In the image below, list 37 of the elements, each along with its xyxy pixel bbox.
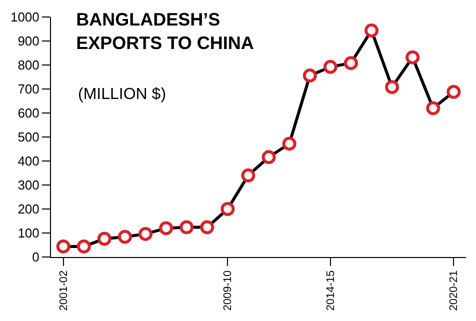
y-tick-label: 0 — [32, 250, 40, 265]
point — [97, 232, 112, 246]
x-tick-label: 2009-10 — [222, 270, 234, 311]
y-tick-label: 400 — [18, 154, 40, 169]
y-tick-label: 1000 — [10, 10, 40, 25]
point — [241, 168, 256, 182]
y-tick-label: 900 — [18, 34, 40, 49]
point — [406, 50, 420, 64]
point — [200, 220, 214, 234]
point — [282, 136, 296, 151]
y-tick-label: 700 — [18, 82, 40, 97]
chart-title: BANGLADESH’S EXPORTS TO CHINA — [76, 10, 254, 54]
point — [118, 230, 132, 244]
y-tick-label: 800 — [18, 58, 40, 73]
point — [364, 23, 378, 38]
x-tick-label: 2001-02 — [58, 270, 70, 311]
point — [302, 68, 317, 83]
y-tick-label: 500 — [18, 130, 40, 145]
y-tick-label: 200 — [18, 202, 40, 217]
point — [220, 202, 235, 216]
point — [323, 60, 338, 74]
point — [385, 80, 400, 94]
point — [426, 101, 440, 116]
point — [56, 239, 70, 254]
point — [76, 239, 91, 254]
point — [180, 220, 194, 234]
point — [344, 56, 358, 70]
point — [446, 84, 461, 99]
y-tick-label: 300 — [18, 178, 40, 193]
point — [138, 226, 152, 241]
x-tick-label: 2014-15 — [324, 270, 337, 311]
y-tick-label: 600 — [18, 106, 40, 121]
y-tick-label: 100 — [18, 226, 40, 241]
text: (MILLION $) — [78, 86, 166, 103]
point — [262, 150, 276, 164]
x-tick-label: 2020-21 — [448, 270, 460, 311]
point — [159, 221, 174, 236]
